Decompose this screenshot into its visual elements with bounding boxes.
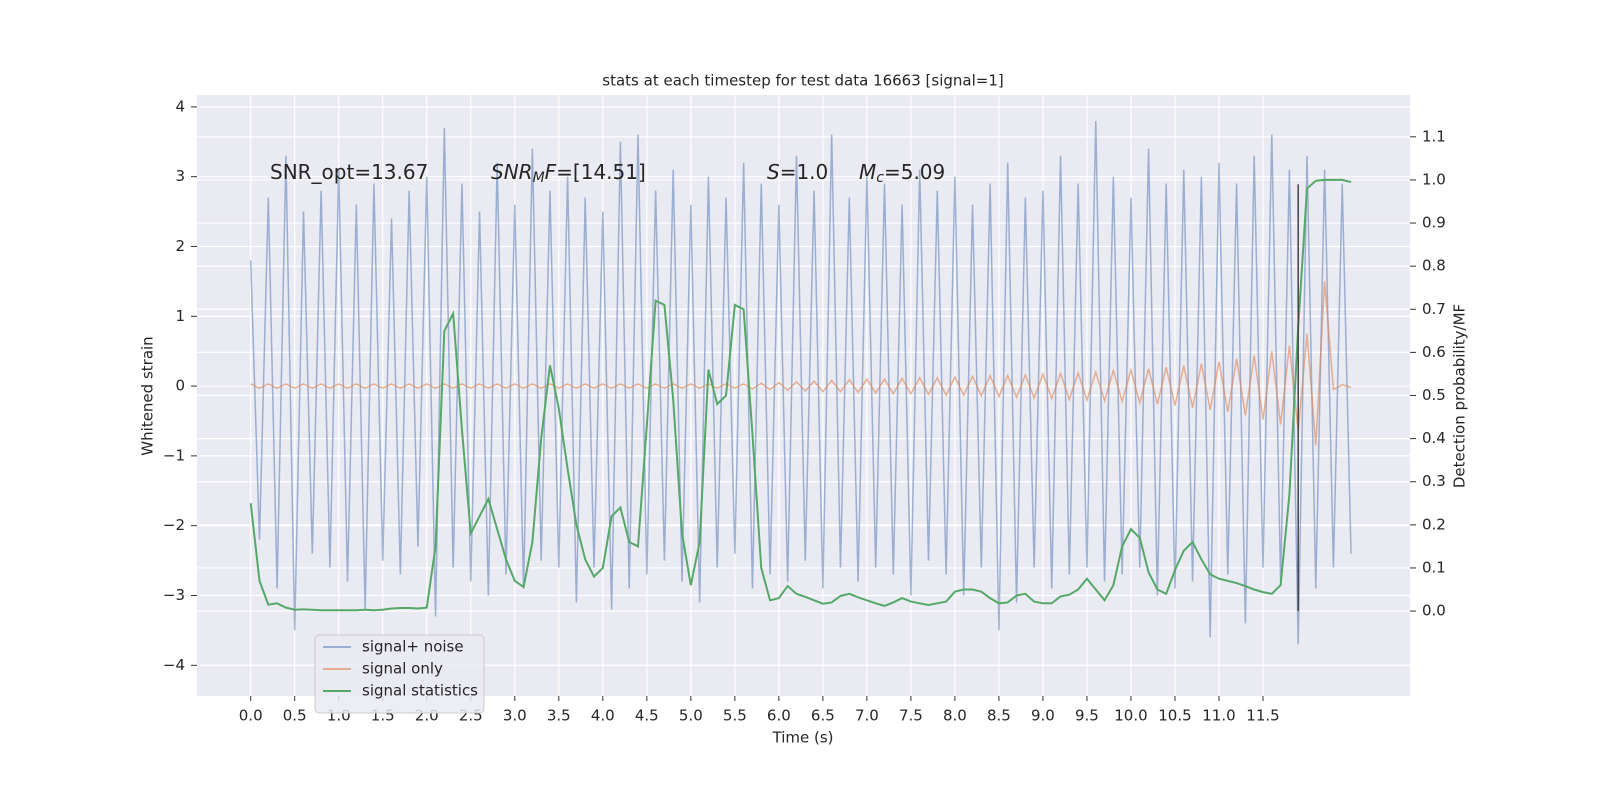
x-tick-label: 8.0	[943, 707, 967, 725]
x-tick-label: 10.0	[1114, 707, 1147, 725]
x-tick-label: 8.5	[987, 707, 1011, 725]
series-line	[249, 120, 1352, 645]
legend-box	[314, 634, 485, 714]
y-axis-label: Whitened strain	[139, 336, 157, 455]
y2-tick-label: 0.7	[1422, 300, 1446, 318]
annotation: S=1.0	[767, 160, 828, 184]
series-line	[250, 281, 1352, 446]
y-tick-label: 3	[175, 167, 185, 185]
x-tick-label: 0.0	[239, 707, 263, 725]
y2-tick-label: 1.0	[1422, 170, 1446, 188]
annotation-part: =1.0	[780, 160, 829, 184]
y-tick-label: 2	[175, 237, 185, 255]
x-tick-label: 10.5	[1158, 707, 1191, 725]
annotation-part: SNR_opt=13.67	[270, 160, 428, 184]
x-tick-label: 11.0	[1202, 707, 1235, 725]
x-axis-label: Time (s)	[772, 729, 834, 747]
x-tick-label: 4.5	[635, 707, 659, 725]
annotation-part: c	[876, 170, 884, 186]
legend-label: signal statistics	[362, 682, 478, 700]
x-tick-label: 6.5	[811, 707, 835, 725]
y-tick-label: −1	[163, 446, 185, 464]
annotation-part: =[14.51]	[556, 160, 646, 184]
x-tick-label: 6.0	[767, 707, 791, 725]
x-tick-label: 3.0	[503, 707, 527, 725]
annotation-part: SNR	[491, 160, 533, 184]
y2-tick-label: 0.1	[1422, 558, 1446, 576]
y2-tick-label: 0.3	[1422, 472, 1446, 490]
x-tick-label: 4.0	[591, 707, 615, 725]
y-tick-label: 0	[175, 377, 185, 395]
y-tick-label: −2	[163, 516, 185, 534]
y-tick-label: −4	[163, 656, 185, 674]
y2-tick-label: 0.9	[1422, 214, 1446, 232]
y2-tick-label: 0.0	[1422, 602, 1446, 620]
x-tick-label: 9.5	[1075, 707, 1099, 725]
chart-title: stats at each timestep for test data 166…	[602, 72, 1003, 90]
x-tick-label: 5.5	[723, 707, 747, 725]
y2-tick-label: 1.1	[1422, 127, 1446, 145]
y2-tick-label: 0.6	[1422, 343, 1446, 361]
x-tick-label: 11.5	[1246, 707, 1279, 725]
annotation: Mc=5.09	[859, 160, 945, 187]
y2-tick-label: 0.2	[1422, 515, 1446, 533]
annotation-part: M	[859, 160, 876, 184]
x-tick-label: 5.0	[679, 707, 703, 725]
x-tick-label: 0.5	[283, 707, 307, 725]
annotation-part: =5.09	[884, 160, 945, 184]
x-tick-label: 7.0	[855, 707, 879, 725]
y2-axis-label: Detection probability/MF	[1451, 304, 1469, 488]
series-line	[249, 178, 1352, 612]
annotation: SNR_opt=13.67	[270, 160, 428, 184]
y-tick-label: −3	[163, 586, 185, 604]
y2-tick-label: 0.5	[1422, 386, 1446, 404]
annotation: SNRMF=[14.51]	[491, 160, 646, 187]
x-tick-label: 7.5	[899, 707, 923, 725]
y2-tick-label: 0.8	[1422, 257, 1446, 275]
y-tick-label: 1	[175, 307, 185, 325]
legend-label: signal+ noise	[362, 638, 464, 656]
annotation-part: S	[767, 160, 780, 184]
annotation-part: M	[533, 170, 545, 186]
annotation-part: F	[545, 160, 557, 184]
y-tick-label: 4	[175, 97, 185, 115]
legend-label: signal only	[362, 660, 443, 678]
y2-tick-label: 0.4	[1422, 429, 1446, 447]
x-tick-label: 3.5	[547, 707, 571, 725]
x-tick-label: 9.0	[1031, 707, 1055, 725]
